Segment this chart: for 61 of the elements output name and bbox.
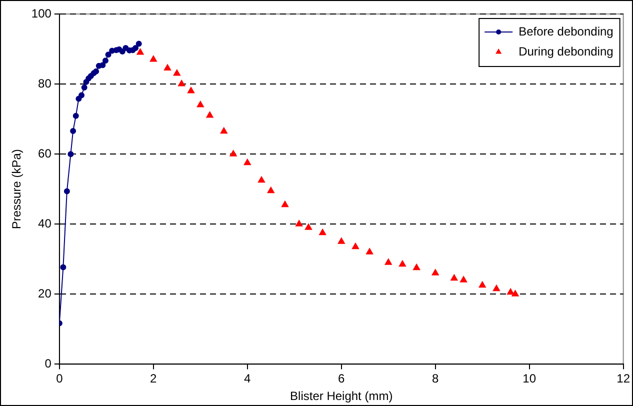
x-tick-label: 2 <box>150 372 158 386</box>
point <box>60 264 66 270</box>
x-tick-label: 4 <box>244 372 252 386</box>
y-tick-label: 40 <box>38 216 52 230</box>
x-tick-label: 10 <box>522 372 536 386</box>
point <box>64 188 70 194</box>
point <box>102 58 108 64</box>
point <box>413 264 420 270</box>
point <box>206 112 214 118</box>
point <box>352 242 360 250</box>
point <box>267 186 274 194</box>
point <box>460 276 468 282</box>
point <box>132 44 139 51</box>
x-tick-label: 0 <box>56 372 64 386</box>
point <box>244 158 251 166</box>
point <box>136 40 142 47</box>
point <box>196 101 204 108</box>
point <box>220 127 228 134</box>
x-axis-title: Blister Height (mm) <box>290 389 393 404</box>
point <box>230 150 237 156</box>
point <box>150 56 157 62</box>
point <box>68 151 74 158</box>
point <box>478 281 486 288</box>
y-tick-label: 60 <box>38 146 52 160</box>
point <box>398 260 406 267</box>
legend-label: Before debonding <box>518 24 614 38</box>
point <box>304 224 312 230</box>
point <box>105 52 112 58</box>
point <box>81 84 88 91</box>
point <box>136 48 144 55</box>
point <box>492 284 500 292</box>
point <box>450 274 458 281</box>
point <box>258 176 266 183</box>
point <box>187 87 195 94</box>
point <box>72 112 79 119</box>
y-tick-label: 20 <box>38 286 52 300</box>
point <box>384 258 392 265</box>
point <box>319 228 326 236</box>
point <box>296 220 303 226</box>
point <box>338 238 345 244</box>
y-axis-title: Pressure (kPa) <box>10 149 24 230</box>
point <box>432 269 439 276</box>
point <box>93 68 100 74</box>
y-tick-label: 0 <box>44 356 52 371</box>
x-tick-label: 6 <box>338 372 346 386</box>
point <box>173 70 180 76</box>
point <box>178 80 186 86</box>
point <box>70 128 76 134</box>
point <box>100 62 106 68</box>
point <box>281 200 289 208</box>
point <box>119 48 126 54</box>
x-tick-label: 12 <box>616 372 630 386</box>
x-tick-label: 8 <box>432 372 440 386</box>
point <box>164 64 172 71</box>
point <box>366 248 374 254</box>
point <box>78 92 85 98</box>
point <box>507 288 514 295</box>
y-tick-label: 80 <box>38 76 52 90</box>
legend-label: During debonding <box>518 44 614 58</box>
y-tick-label: 100 <box>31 6 52 20</box>
point <box>512 290 519 296</box>
